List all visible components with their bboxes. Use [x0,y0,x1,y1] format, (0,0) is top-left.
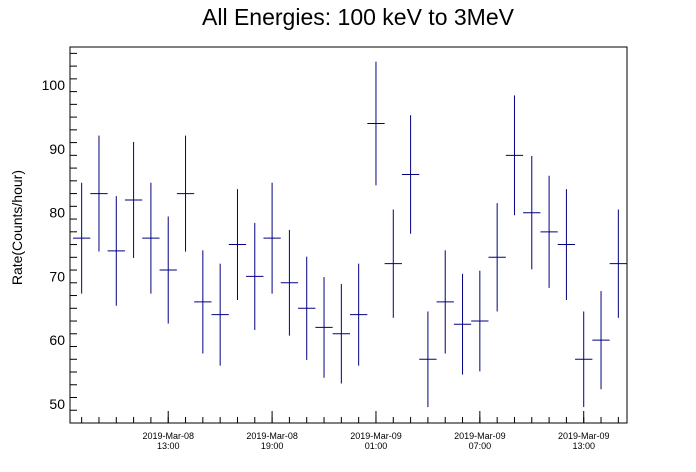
data-point [609,209,627,318]
y-tick-label: 100 [42,77,66,93]
data-point [211,263,229,366]
data-point [228,189,247,301]
x-tick-label-time: 13:00 [157,441,180,451]
data-point [401,115,420,234]
y-tick-label: 80 [49,205,65,221]
data-point [280,229,299,336]
y-tick-label: 90 [49,141,65,157]
data-point [436,250,454,354]
x-tick-label-date: 2019-Mar-09 [558,431,610,441]
data-point [453,273,472,375]
data-point [176,135,195,252]
data-point [315,277,333,378]
data-point [505,95,524,216]
data-point [523,155,541,270]
data-point [246,222,264,330]
x-tick-label-time: 19:00 [261,441,284,451]
data-point [350,263,368,366]
data-point [298,256,316,360]
data-point [159,216,177,324]
data-point [592,291,610,390]
data-point [575,311,593,408]
data-point [471,270,489,372]
x-tick-label-time: 07:00 [469,441,492,451]
data-point [384,209,402,318]
data-point [107,196,125,306]
data-point [488,203,506,312]
x-tick-label-date: 2019-Mar-08 [142,431,194,441]
data-point [557,189,576,301]
data-point [142,182,160,294]
x-tick-label-date: 2019-Mar-08 [246,431,298,441]
y-tick-label: 70 [49,268,65,284]
data-point [263,182,281,294]
x-axis: 2019-Mar-0813:002019-Mar-0819:002019-Mar… [81,411,619,451]
data-point [90,135,108,252]
y-tick-label: 60 [49,332,65,348]
x-tick-label-time: 13:00 [572,441,595,451]
y-axis: 50 60 70 80 90 100 [42,52,77,424]
data-series [73,61,627,408]
data-point [73,182,91,294]
data-point [194,250,212,354]
data-point [419,311,437,408]
data-point [367,61,385,186]
x-tick-label-date: 2019-Mar-09 [350,431,402,441]
x-tick-label-time: 01:00 [365,441,388,451]
data-point [332,284,350,384]
y-axis-label: Rate(Counts/hour) [9,170,25,285]
plot-frame [69,46,628,424]
x-tick-label-date: 2019-Mar-09 [454,431,506,441]
chart-title: All Energies: 100 keV to 3MeV [202,4,515,30]
data-point [124,141,143,258]
data-point [540,175,558,288]
y-tick-label: 50 [49,396,65,412]
